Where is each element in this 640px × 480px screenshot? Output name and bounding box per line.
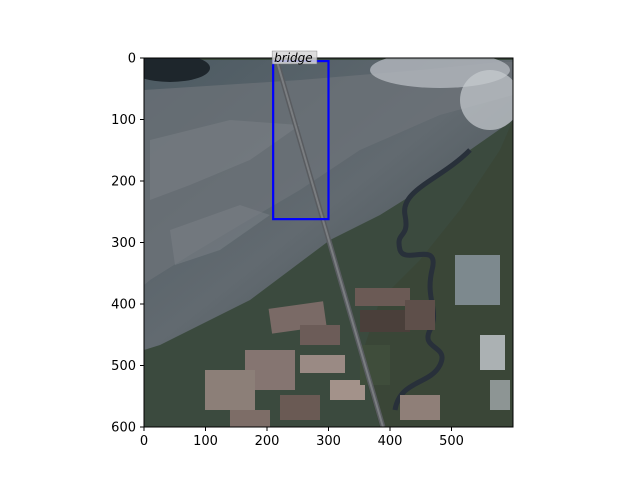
satellite-image xyxy=(144,58,513,427)
y-tick-label: 300 xyxy=(111,236,136,251)
y-tick-label: 0 xyxy=(128,52,136,67)
annotation-layer: bridge xyxy=(271,50,330,221)
x-axis: 0 100 200 300 400 500 xyxy=(140,427,464,449)
annotation-label-background xyxy=(271,50,318,65)
y-tick-label: 500 xyxy=(111,359,136,374)
x-tick-label: 200 xyxy=(255,434,280,449)
y-tick-label: 100 xyxy=(111,113,136,128)
y-tick-label: 600 xyxy=(111,421,136,436)
x-tick-label: 400 xyxy=(378,434,403,449)
x-tick-label: 500 xyxy=(439,434,464,449)
y-axis: 0 100 200 300 400 500 600 xyxy=(111,52,144,436)
y-tick-label: 200 xyxy=(111,175,136,190)
x-tick-label: 100 xyxy=(193,434,218,449)
x-tick-label: 0 xyxy=(140,434,148,449)
x-tick-label: 300 xyxy=(316,434,341,449)
annotation-label: bridge xyxy=(274,51,313,65)
y-tick-label: 400 xyxy=(111,298,136,313)
